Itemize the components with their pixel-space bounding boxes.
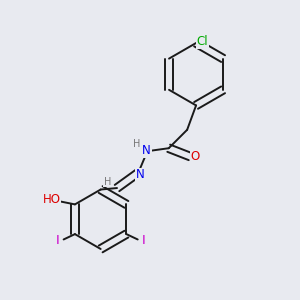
Text: I: I	[142, 234, 146, 247]
Text: H: H	[104, 176, 111, 187]
Text: HO: HO	[43, 193, 61, 206]
Text: N: N	[136, 169, 144, 182]
Text: H: H	[133, 139, 141, 149]
Text: O: O	[191, 150, 200, 163]
Text: I: I	[56, 234, 60, 247]
Text: Cl: Cl	[197, 35, 208, 48]
Text: N: N	[142, 144, 151, 158]
